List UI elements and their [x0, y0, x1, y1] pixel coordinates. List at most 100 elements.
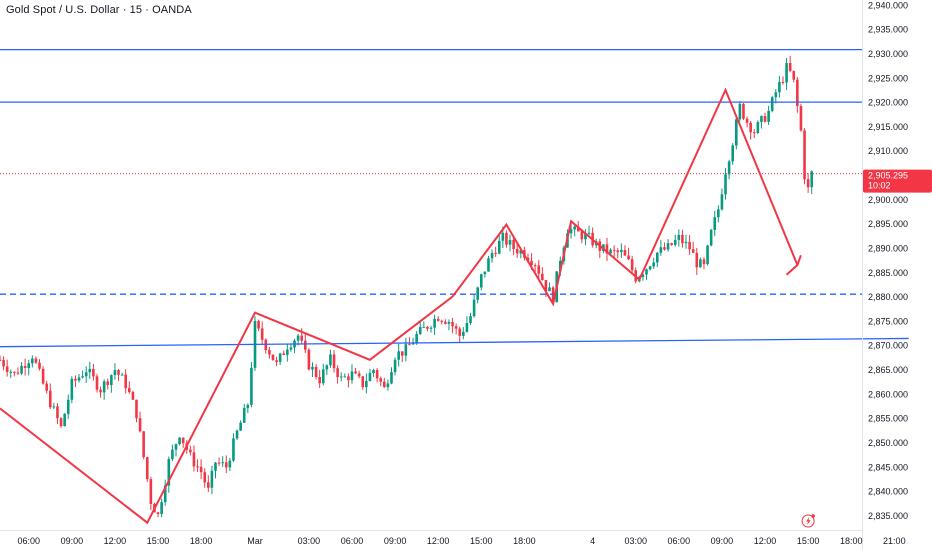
- trendline[interactable]: [0, 337, 909, 348]
- candle-body: [214, 462, 217, 471]
- candle-body: [641, 274, 645, 277]
- candle-body: [117, 370, 120, 375]
- candle-body: [311, 366, 314, 370]
- candle-body: [34, 358, 38, 363]
- candle-body: [110, 375, 113, 386]
- candle-body: [724, 174, 727, 195]
- zigzag-pattern[interactable]: [0, 87, 802, 525]
- candle-body: [810, 171, 814, 188]
- candle-body: [268, 350, 271, 355]
- candle-body: [260, 328, 264, 340]
- candle-body: [383, 381, 386, 388]
- chart-title: Gold Spot / U.S. Dollar · 15 · OANDA: [6, 4, 192, 16]
- zigzag-line[interactable]: [0, 87, 799, 525]
- candle-body: [228, 460, 232, 468]
- candle-body: [551, 287, 555, 303]
- candle-body: [174, 444, 178, 450]
- candle-body: [365, 381, 368, 388]
- candle-body: [189, 449, 192, 453]
- candle-body: [713, 217, 717, 230]
- candle-body: [257, 321, 260, 329]
- time-axis[interactable]: 06:00 09:00 12:00 15:00 18:00 Mar 03:00 06:00 09…: [0, 530, 906, 547]
- time-tick-label: 12:00: [104, 536, 127, 546]
- candle-body: [242, 407, 246, 423]
- price-tick-label: 2,870.000: [868, 341, 908, 351]
- candle-body: [587, 232, 591, 234]
- candle-body: [785, 63, 788, 83]
- candle-body: [145, 457, 149, 480]
- candle-body: [541, 273, 544, 280]
- candle-body: [397, 351, 400, 360]
- candle-body: [314, 366, 318, 378]
- candle-body: [181, 437, 185, 444]
- candle-body: [734, 119, 738, 146]
- candle-body: [788, 63, 792, 71]
- candle-body: [533, 265, 537, 267]
- time-tick-label: 18:00: [190, 536, 213, 546]
- candle-body: [5, 366, 9, 373]
- candle-body: [27, 363, 31, 368]
- candle-body: [605, 244, 609, 254]
- time-tick-label: 12:00: [427, 536, 450, 546]
- candle-body: [400, 351, 404, 356]
- candle-body: [207, 482, 210, 488]
- price-tick-label: 2,890.000: [868, 243, 908, 253]
- candle-body: [770, 97, 774, 111]
- candle-body: [70, 378, 74, 400]
- candle-body: [16, 372, 20, 374]
- lightning-icon[interactable]: [801, 514, 815, 528]
- candle-body: [681, 234, 684, 244]
- price-tick-label: 2,885.000: [868, 268, 908, 278]
- candle-body: [756, 122, 760, 133]
- candle-body: [357, 373, 361, 377]
- time-tick-label: 12:00: [754, 536, 777, 546]
- price-tick-label: 2,840.000: [868, 487, 908, 497]
- candle-body: [717, 209, 720, 218]
- candle-body: [494, 252, 497, 254]
- candle-body: [576, 226, 580, 232]
- candle-body: [303, 340, 307, 350]
- candle-body: [720, 194, 724, 210]
- candle-body: [426, 326, 429, 329]
- lightning-dot: [811, 514, 815, 518]
- candle-body: [2, 359, 5, 367]
- candle-body: [709, 229, 713, 246]
- candle-body: [803, 130, 806, 180]
- candle-body: [673, 239, 677, 245]
- time-tick-label: Mar: [247, 536, 263, 546]
- candle-body: [178, 437, 181, 445]
- price-axis[interactable]: 2,835.000 2,840.000 2,845.000 2,850.000 2,85…: [862, 0, 909, 550]
- candle-body: [670, 243, 673, 245]
- candle-body: [623, 249, 627, 256]
- candle-body: [390, 372, 393, 384]
- candle-body: [415, 333, 418, 343]
- candle-body: [63, 413, 66, 427]
- time-tick-label: 4: [590, 536, 595, 546]
- candle-body: [343, 376, 347, 378]
- candle-body: [796, 79, 799, 107]
- candle-body: [404, 344, 408, 356]
- trendline-group[interactable]: [0, 337, 909, 348]
- candle-body: [325, 365, 329, 370]
- candle-body: [20, 365, 23, 374]
- time-tick-label: 06:00: [668, 536, 691, 546]
- candle-body: [472, 299, 476, 317]
- candle-body: [695, 252, 699, 268]
- candle-body: [156, 512, 160, 514]
- candle-body: [56, 406, 59, 419]
- price-tick-label: 2,835.000: [868, 511, 908, 521]
- candle-body: [684, 241, 688, 244]
- horizontal-levels[interactable]: [0, 48, 862, 295]
- candle-body: [275, 360, 278, 362]
- candle-body: [559, 260, 562, 272]
- candle-body: [339, 376, 343, 378]
- price-tick-label: 2,900.000: [868, 195, 908, 205]
- candle-body: [138, 418, 142, 432]
- candle-body: [135, 399, 138, 419]
- candle-body: [307, 349, 311, 370]
- candle-body: [347, 376, 350, 381]
- candle-body: [731, 145, 734, 162]
- time-tick-label: 09:00: [61, 536, 84, 546]
